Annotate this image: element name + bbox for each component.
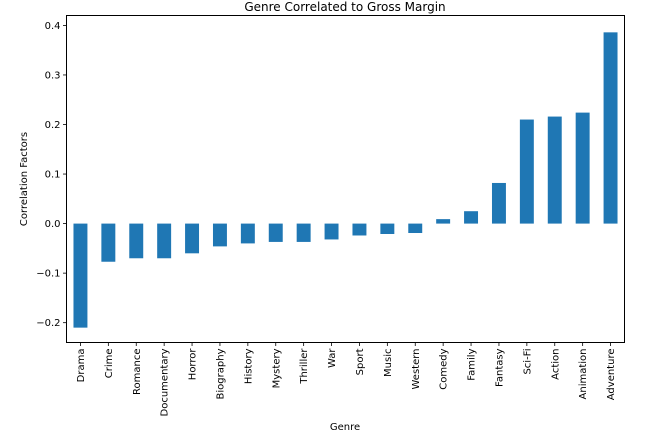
y-tick-label: 0.1 — [45, 170, 61, 181]
y-axis-title: Correlation Factors — [19, 132, 30, 226]
bar-documentary — [157, 223, 172, 259]
x-tick-label: Crime — [104, 349, 115, 379]
x-tick-label: Animation — [578, 349, 589, 400]
x-tick-label: Thriller — [299, 348, 310, 385]
bar-adventure — [603, 32, 618, 224]
bar-action — [547, 116, 562, 224]
x-tick-label: Horror — [188, 348, 199, 381]
x-tick-label: Adventure — [606, 349, 617, 401]
x-axis-title: Genre — [330, 422, 360, 433]
x-tick-label: Biography — [215, 348, 226, 399]
bar-comedy — [436, 219, 451, 224]
bar-mystery — [268, 223, 283, 242]
x-tick-label: Music — [383, 349, 394, 377]
bar-crime — [101, 223, 116, 262]
bar-sci-fi — [519, 119, 534, 224]
bar-western — [408, 223, 423, 234]
bar-war — [324, 223, 339, 240]
bar-romance — [129, 223, 144, 259]
y-tick-label: 0.0 — [45, 219, 61, 230]
bar-music — [380, 223, 395, 234]
x-tick-label: History — [243, 348, 254, 384]
bar-horror — [185, 223, 200, 254]
x-tick-label: Mystery — [271, 348, 282, 388]
x-tick-label: Sport — [355, 348, 366, 375]
x-tick-label: Documentary — [160, 348, 171, 416]
bar-drama — [73, 223, 88, 328]
x-axis-ticks: Drama Crime Romance Documentary Horror Biogra… — [76, 342, 617, 416]
chart-title: Genre Correlated to Gross Margin — [244, 0, 445, 14]
x-tick-label: Family — [467, 348, 478, 380]
x-tick-label: Comedy — [439, 348, 450, 389]
y-tick-label: −0.2 — [36, 318, 60, 329]
y-tick-label: 0.2 — [45, 120, 61, 131]
x-tick-label: Western — [411, 349, 422, 390]
bar-sport — [352, 223, 367, 236]
y-tick-label: 0.3 — [45, 70, 61, 81]
x-tick-label: Sci-Fi — [522, 349, 533, 375]
bar-fantasy — [491, 182, 506, 224]
bar-history — [240, 223, 255, 244]
bar-thriller — [296, 223, 311, 242]
bars-group — [73, 32, 618, 328]
y-axis-ticks: −0.2 −0.1 0.0 0.1 0.2 0.3 0.4 — [36, 21, 67, 329]
bar-biography — [212, 223, 227, 247]
x-tick-label: Action — [550, 349, 561, 380]
x-tick-label: Fantasy — [494, 348, 505, 387]
bar-animation — [575, 112, 590, 224]
plot-frame — [66, 15, 625, 343]
x-tick-label: Drama — [76, 349, 87, 383]
x-tick-label: Romance — [132, 349, 143, 395]
y-tick-label: −0.1 — [36, 269, 60, 280]
bar-family — [464, 211, 479, 224]
y-tick-label: 0.4 — [45, 21, 61, 32]
x-tick-label: War — [327, 348, 338, 368]
